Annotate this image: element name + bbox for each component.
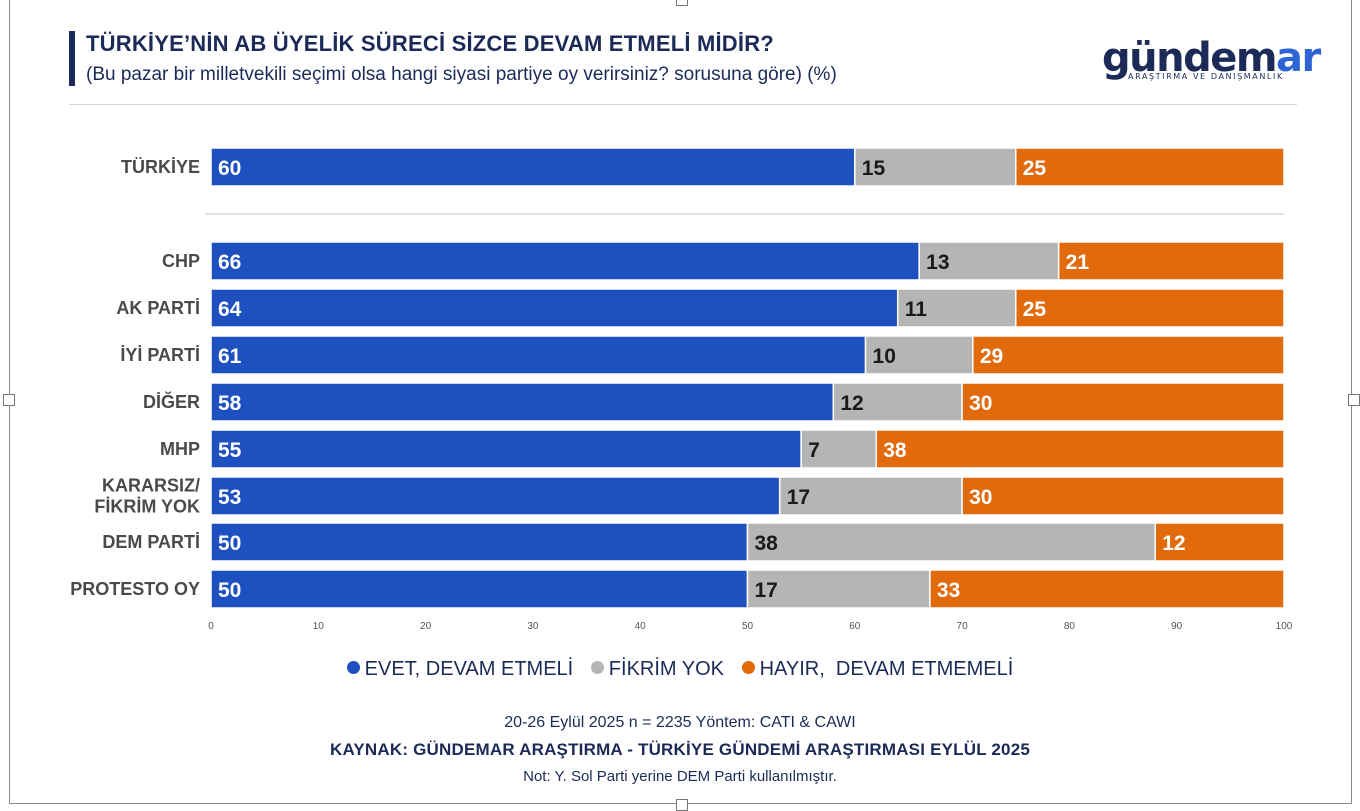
legend-label-hayir: HAYIR, DEVAM ETMEMELİ xyxy=(759,658,1014,680)
chart-subtitle: (Bu pazar bir milletvekili seçimi olsa h… xyxy=(86,64,837,85)
bar-fikrim-yok-segment xyxy=(864,335,974,375)
bar-value-label: 30 xyxy=(969,392,992,415)
category-label: DEM PARTİ xyxy=(102,532,200,552)
title-accent-bar xyxy=(69,31,75,86)
bar-value-label: 30 xyxy=(969,486,992,509)
logo-tagline: ARAŞTIRMA VE DANIŞMANLIK xyxy=(1128,72,1284,81)
bar-evet-devam-etmeli-segment xyxy=(210,522,749,562)
bar-hayir-devam-etmemeli-segment xyxy=(972,335,1285,375)
x-tick-label: 10 xyxy=(313,621,325,632)
x-tick-label: 40 xyxy=(635,621,647,632)
bar-fikrim-yok-segment xyxy=(918,241,1060,281)
chart-title: TÜRKİYE’NİN AB ÜYELİK SÜRECİ SİZCE DEVAM… xyxy=(86,31,774,56)
bar-value-label: 10 xyxy=(873,345,896,368)
chart-legend: EVET, DEVAM ETMELİ FİKRİM YOK HAYIR, DEV… xyxy=(0,658,1360,681)
bar-value-label: 58 xyxy=(218,392,242,415)
bar-value-label: 17 xyxy=(755,579,778,602)
bar-evet-devam-etmeli-segment xyxy=(210,476,781,516)
bar-value-label: 13 xyxy=(926,251,949,274)
x-tick-label: 60 xyxy=(849,621,861,632)
bar-evet-devam-etmeli-segment xyxy=(210,569,749,609)
bar-value-label: 17 xyxy=(787,486,810,509)
bar-hayir-devam-etmemeli-segment xyxy=(1015,147,1285,187)
bar-value-label: 15 xyxy=(862,157,886,180)
bar-value-label: 64 xyxy=(218,298,242,321)
legend-item-fikrim-yok: FİKRİM YOK xyxy=(590,658,725,681)
bar-value-label: 60 xyxy=(218,157,241,180)
bar-value-label: 12 xyxy=(840,392,863,415)
bar-value-label: 7 xyxy=(808,439,820,462)
bar-value-label: 21 xyxy=(1066,251,1090,274)
category-label: KARARSIZ/FİKRİM YOK xyxy=(94,476,200,517)
bar-value-label: 50 xyxy=(218,532,241,555)
bar-fikrim-yok-segment xyxy=(854,147,1017,187)
source-line: KAYNAK: GÜNDEMAR ARAŞTIRMA - TÜRKİYE GÜN… xyxy=(329,740,1031,759)
legend-item-evet: EVET, DEVAM ETMELİ xyxy=(346,658,574,681)
bar-value-label: 33 xyxy=(937,579,960,602)
legend-dot-fikrim-yok xyxy=(590,661,604,674)
bar-fikrim-yok-segment xyxy=(800,429,878,469)
bar-hayir-devam-etmemeli-segment xyxy=(961,382,1285,422)
bar-value-label: 11 xyxy=(905,298,928,321)
bar-value-label: 25 xyxy=(1023,157,1047,180)
x-tick-label: 50 xyxy=(742,621,754,632)
legend-label-fikrim-yok: FİKRİM YOK xyxy=(608,658,725,680)
resize-handle-top[interactable] xyxy=(676,0,688,6)
bar-value-label: 38 xyxy=(883,439,907,462)
bar-value-label: 61 xyxy=(218,345,242,368)
legend-label-evet: EVET, DEVAM ETMELİ xyxy=(364,658,574,680)
bar-hayir-devam-etmemeli-segment xyxy=(1057,241,1285,281)
legend-item-hayir: HAYIR, DEVAM ETMEMELİ xyxy=(741,658,1014,681)
survey-info: 20-26 Eylül 2025 n = 2235 Yöntem: CATI &… xyxy=(504,714,856,731)
bar-hayir-devam-etmemeli-segment xyxy=(929,569,1285,609)
x-tick-label: 100 xyxy=(1276,621,1293,632)
bar-value-label: 66 xyxy=(218,251,241,274)
x-tick-label: 70 xyxy=(957,621,969,632)
category-label: AK PARTİ xyxy=(116,298,200,318)
category-label: TÜRKİYE xyxy=(121,157,200,177)
x-tick-label: 0 xyxy=(208,621,214,632)
logo-word-accent: ar xyxy=(1276,35,1321,81)
bar-value-label: 12 xyxy=(1162,532,1185,555)
category-label: PROTESTO OY xyxy=(70,579,200,599)
bar-evet-devam-etmeli-segment xyxy=(210,429,802,469)
category-label: CHP xyxy=(162,251,200,271)
category-label: MHP xyxy=(160,439,200,459)
x-tick-label: 30 xyxy=(527,621,539,632)
bar-value-label: 53 xyxy=(218,486,241,509)
bar-fikrim-yok-segment xyxy=(746,522,1156,562)
header-divider xyxy=(69,104,1297,105)
logo-word-main: gündem xyxy=(1102,35,1278,81)
bar-hayir-devam-etmemeli-segment xyxy=(875,429,1285,469)
legend-dot-hayir xyxy=(741,661,755,674)
bar-hayir-devam-etmemeli-segment xyxy=(1015,288,1285,328)
legend-dot-evet xyxy=(346,661,360,674)
bar-evet-devam-etmeli-segment xyxy=(210,147,856,187)
bar-evet-devam-etmeli-segment xyxy=(210,335,867,375)
bar-evet-devam-etmeli-segment xyxy=(210,382,835,422)
resize-handle-left[interactable] xyxy=(3,394,15,406)
bar-value-label: 25 xyxy=(1023,298,1047,321)
gundemar-logo: gündemar ARAŞTIRMA VE DANIŞMANLIK xyxy=(1102,35,1321,88)
bar-fikrim-yok-segment xyxy=(778,476,963,516)
bar-hayir-devam-etmemeli-segment xyxy=(961,476,1285,516)
bar-value-label: 38 xyxy=(755,532,779,555)
footnote: Not: Y. Sol Parti yerine DEM Parti kulla… xyxy=(523,768,837,785)
bar-fikrim-yok-segment xyxy=(896,288,1017,328)
bar-value-label: 29 xyxy=(980,345,1003,368)
bar-value-label: 55 xyxy=(218,439,242,462)
x-tick-label: 90 xyxy=(1171,621,1183,632)
bar-fikrim-yok-segment xyxy=(746,569,931,609)
category-label: İYİ PARTİ xyxy=(120,345,200,365)
bar-hayir-devam-etmemeli-segment xyxy=(1154,522,1285,562)
bar-value-label: 50 xyxy=(218,579,241,602)
bar-evet-devam-etmeli-segment xyxy=(210,241,920,281)
logo-wordmark: gündemar xyxy=(1102,35,1321,81)
x-tick-label: 20 xyxy=(420,621,432,632)
category-label: DİĞER xyxy=(143,391,200,412)
x-tick-label: 80 xyxy=(1064,621,1076,632)
bar-evet-devam-etmeli-segment xyxy=(210,288,899,328)
